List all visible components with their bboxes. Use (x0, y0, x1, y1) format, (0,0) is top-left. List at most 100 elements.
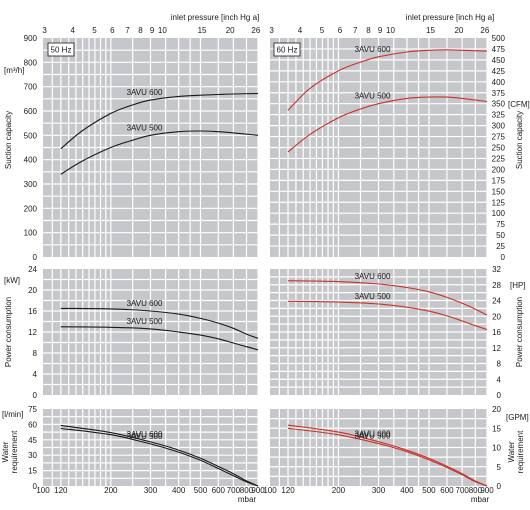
curve-3avu500-power-left (60, 326, 259, 351)
x-tick-mbar: 300 (372, 486, 386, 495)
right-water-unit: [GPM] (506, 413, 529, 422)
x-tick-inhg: 3 (269, 26, 274, 35)
y-tick-right-capacity: 350 (492, 100, 506, 109)
y-tick-right-capacity: 125 (492, 198, 506, 207)
x-tick-mbar: 700 (227, 486, 241, 495)
y-tick-right-water: 0 (497, 482, 502, 491)
curve-label-3avu600: 3AVU 600 (127, 430, 163, 439)
y-tick-right-water: 10 (492, 444, 501, 453)
curve-3avu500-water-right (287, 427, 488, 487)
x-tick-inhg: 8 (138, 26, 143, 35)
row-title-water-left-1: Water (1, 441, 10, 462)
curve-3avu600-water-left (60, 424, 259, 487)
x-tick-inhg: 4 (70, 26, 75, 35)
x-tick-mbar: 600 (212, 486, 226, 495)
curve-label-3avu600: 3AVU 600 (355, 272, 391, 281)
x-tick-mbar: 100 (263, 486, 277, 495)
y-tick-right-capacity: 175 (492, 176, 506, 185)
x-tick-mbar: 400 (400, 486, 414, 495)
y-tick-left-capacity: 100 (24, 229, 38, 238)
x-tick-mbar: 500 (422, 486, 436, 495)
x-tick-inhg: 9 (150, 26, 155, 35)
row-title-power-left: Power consumption (4, 297, 13, 367)
y-tick-right-capacity: 50 (496, 231, 505, 240)
y-tick-right-capacity: 0 (501, 253, 506, 262)
curve-3avu500-power-right (287, 300, 488, 331)
x-tick-inhg: 15 (198, 26, 207, 35)
bottom-unit-right: mbar (471, 495, 490, 504)
x-tick-mbar: 700 (456, 486, 470, 495)
x-tick-inhg: 5 (320, 26, 325, 35)
x-tick-inhg: 26 (251, 26, 260, 35)
y-tick-right-capacity: 250 (492, 144, 506, 153)
x-tick-inhg: 8 (366, 26, 371, 35)
x-tick-inhg: 6 (110, 26, 115, 35)
y-tick-left-capacity: 0 (33, 253, 38, 262)
y-tick-right-power: 20 (492, 312, 501, 321)
curve-label-3avu500: 3AVU 500 (127, 432, 163, 441)
y-tick-left-capacity: 900 (24, 34, 38, 43)
x-tick-mbar: 800 (469, 486, 483, 495)
y-tick-right-capacity: 475 (492, 45, 506, 54)
curve-label-3avu500: 3AVU 500 (127, 317, 163, 326)
y-tick-right-capacity: 275 (492, 133, 506, 142)
row-title-power-right: Power consumption (515, 297, 524, 367)
x-tick-inhg: 20 (454, 26, 463, 35)
y-tick-left-power: 24 (28, 265, 37, 274)
y-tick-left-water: 30 (28, 451, 37, 460)
curve-3avu500-capacity-right (287, 96, 488, 153)
x-tick-mbar: 120 (54, 486, 68, 495)
x-tick-inhg: 9 (378, 26, 383, 35)
y-tick-left-water: 75 (28, 405, 37, 414)
curve-label-3avu500: 3AVU 500 (355, 92, 391, 101)
x-tick-mbar: 200 (104, 486, 118, 495)
curves-layer (60, 49, 488, 487)
row-title-capacity-right: Suction capacity (515, 111, 524, 169)
x-tick-mbar: 800 (240, 486, 254, 495)
curve-3avu600-power-left (60, 307, 259, 339)
x-tick-mbar: 300 (144, 486, 158, 495)
y-tick-left-power: 0 (33, 391, 38, 400)
x-tick-inhg: 7 (353, 26, 358, 35)
curve-3avu500-capacity-left (60, 130, 259, 175)
left-power-unit: [kW] (4, 276, 20, 285)
x-tick-mbar: 100 (36, 486, 50, 495)
y-tick-right-power: 4 (497, 375, 502, 384)
grid-layer (43, 38, 488, 486)
y-tick-right-capacity: 500 (492, 34, 506, 43)
x-tick-inhg: 6 (338, 26, 343, 35)
y-tick-right-capacity: 100 (492, 209, 506, 218)
curve-3avu600-capacity-right (287, 49, 488, 111)
x-tick-inhg: 20 (226, 26, 235, 35)
y-tick-left-capacity: 500 (24, 131, 38, 140)
y-tick-right-water: 20 (492, 405, 501, 414)
y-tick-right-capacity: 75 (496, 220, 505, 229)
x-tick-inhg: 5 (92, 26, 97, 35)
curve-label-3avu600: 3AVU 600 (127, 299, 163, 308)
top-axis-title-right: inlet pressure [inch Hg a] (406, 13, 495, 22)
freq-label-left: 50 Hz (51, 46, 72, 55)
left-capacity-unit: [m³/h] (4, 66, 24, 75)
x-tick-mbar: 200 (332, 486, 346, 495)
x-tick-mbar: 900 (480, 486, 494, 495)
row-title-capacity-left: Suction capacity (4, 111, 13, 169)
y-tick-left-water: 45 (28, 436, 37, 445)
x-tick-inhg: 7 (125, 26, 130, 35)
x-tick-inhg: 15 (426, 26, 435, 35)
y-tick-left-capacity: 400 (24, 156, 38, 165)
y-tick-right-capacity: 225 (492, 154, 506, 163)
y-tick-right-power: 8 (497, 360, 502, 369)
y-tick-left-power: 16 (28, 307, 37, 316)
y-tick-left-capacity: 300 (24, 180, 38, 189)
y-tick-right-capacity: 25 (496, 242, 505, 251)
y-tick-left-power: 8 (33, 349, 38, 358)
y-tick-right-power: 12 (492, 344, 501, 353)
y-tick-right-power: 28 (492, 281, 501, 290)
y-tick-left-capacity: 700 (24, 83, 38, 92)
x-tick-inhg: 3 (42, 26, 47, 35)
curve-label-3avu600: 3AVU 600 (355, 430, 391, 439)
y-tick-left-water: 15 (28, 467, 37, 476)
x-tick-mbar: 400 (172, 486, 186, 495)
curve-3avu500-water-left (60, 427, 259, 487)
